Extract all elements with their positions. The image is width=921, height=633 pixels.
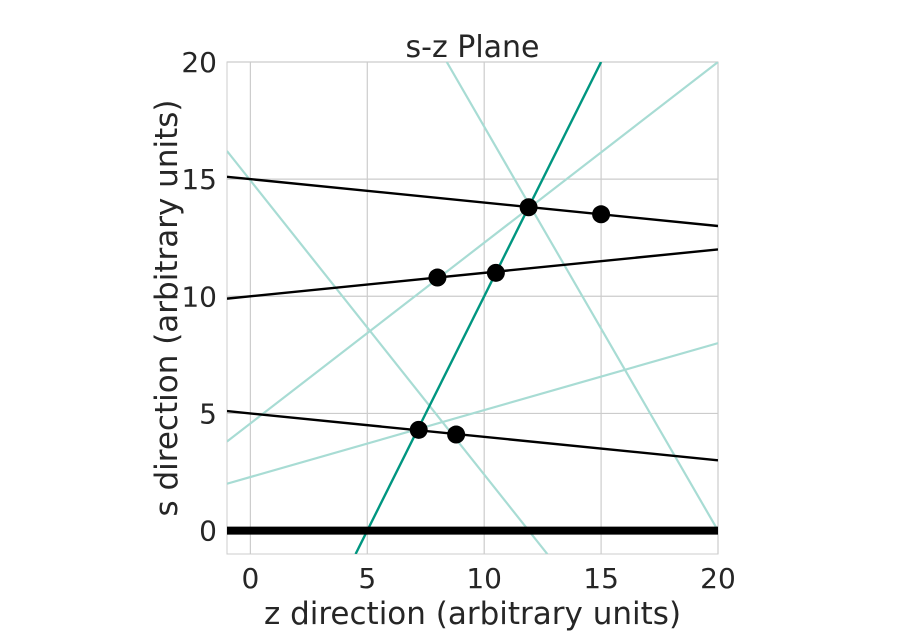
light-teal-line [445,62,718,532]
y-tick-labels: 0 5 10 15 20 [181,46,217,548]
grid [227,61,719,554]
light-teal-line [227,150,549,554]
y-tick-label: 15 [181,163,217,196]
light-teal-line [227,62,718,443]
y-tick-label: 0 [199,515,217,548]
x-tick-label: 15 [583,562,619,595]
data-points [409,198,611,444]
data-point [409,420,428,439]
plot-area [227,62,718,554]
y-tick-label: 10 [181,280,217,313]
black-line [227,248,718,300]
x-tick-label: 5 [358,562,376,595]
chart-title: s-z Plane [405,30,539,65]
black-line [227,409,718,462]
y-tick-label: 20 [181,46,217,79]
x-tick-label: 0 [241,562,259,595]
data-point [428,268,447,287]
x-tick-label: 20 [700,562,736,595]
data-point [486,263,505,282]
data-point [592,205,611,224]
data-point [447,425,466,444]
data-point [519,198,538,217]
x-tick-label: 10 [466,562,502,595]
x-tick-labels: 0 5 10 15 20 [241,562,735,595]
plot-area-frame [226,61,719,555]
y-tick-label: 5 [199,397,217,430]
x-axis-label: z direction (arbitrary units) [264,596,681,632]
light-teal-line [227,342,718,485]
teal-line [354,62,603,554]
black-line [227,175,718,228]
y-axis-label: s direction (arbitrary units) [149,100,185,517]
